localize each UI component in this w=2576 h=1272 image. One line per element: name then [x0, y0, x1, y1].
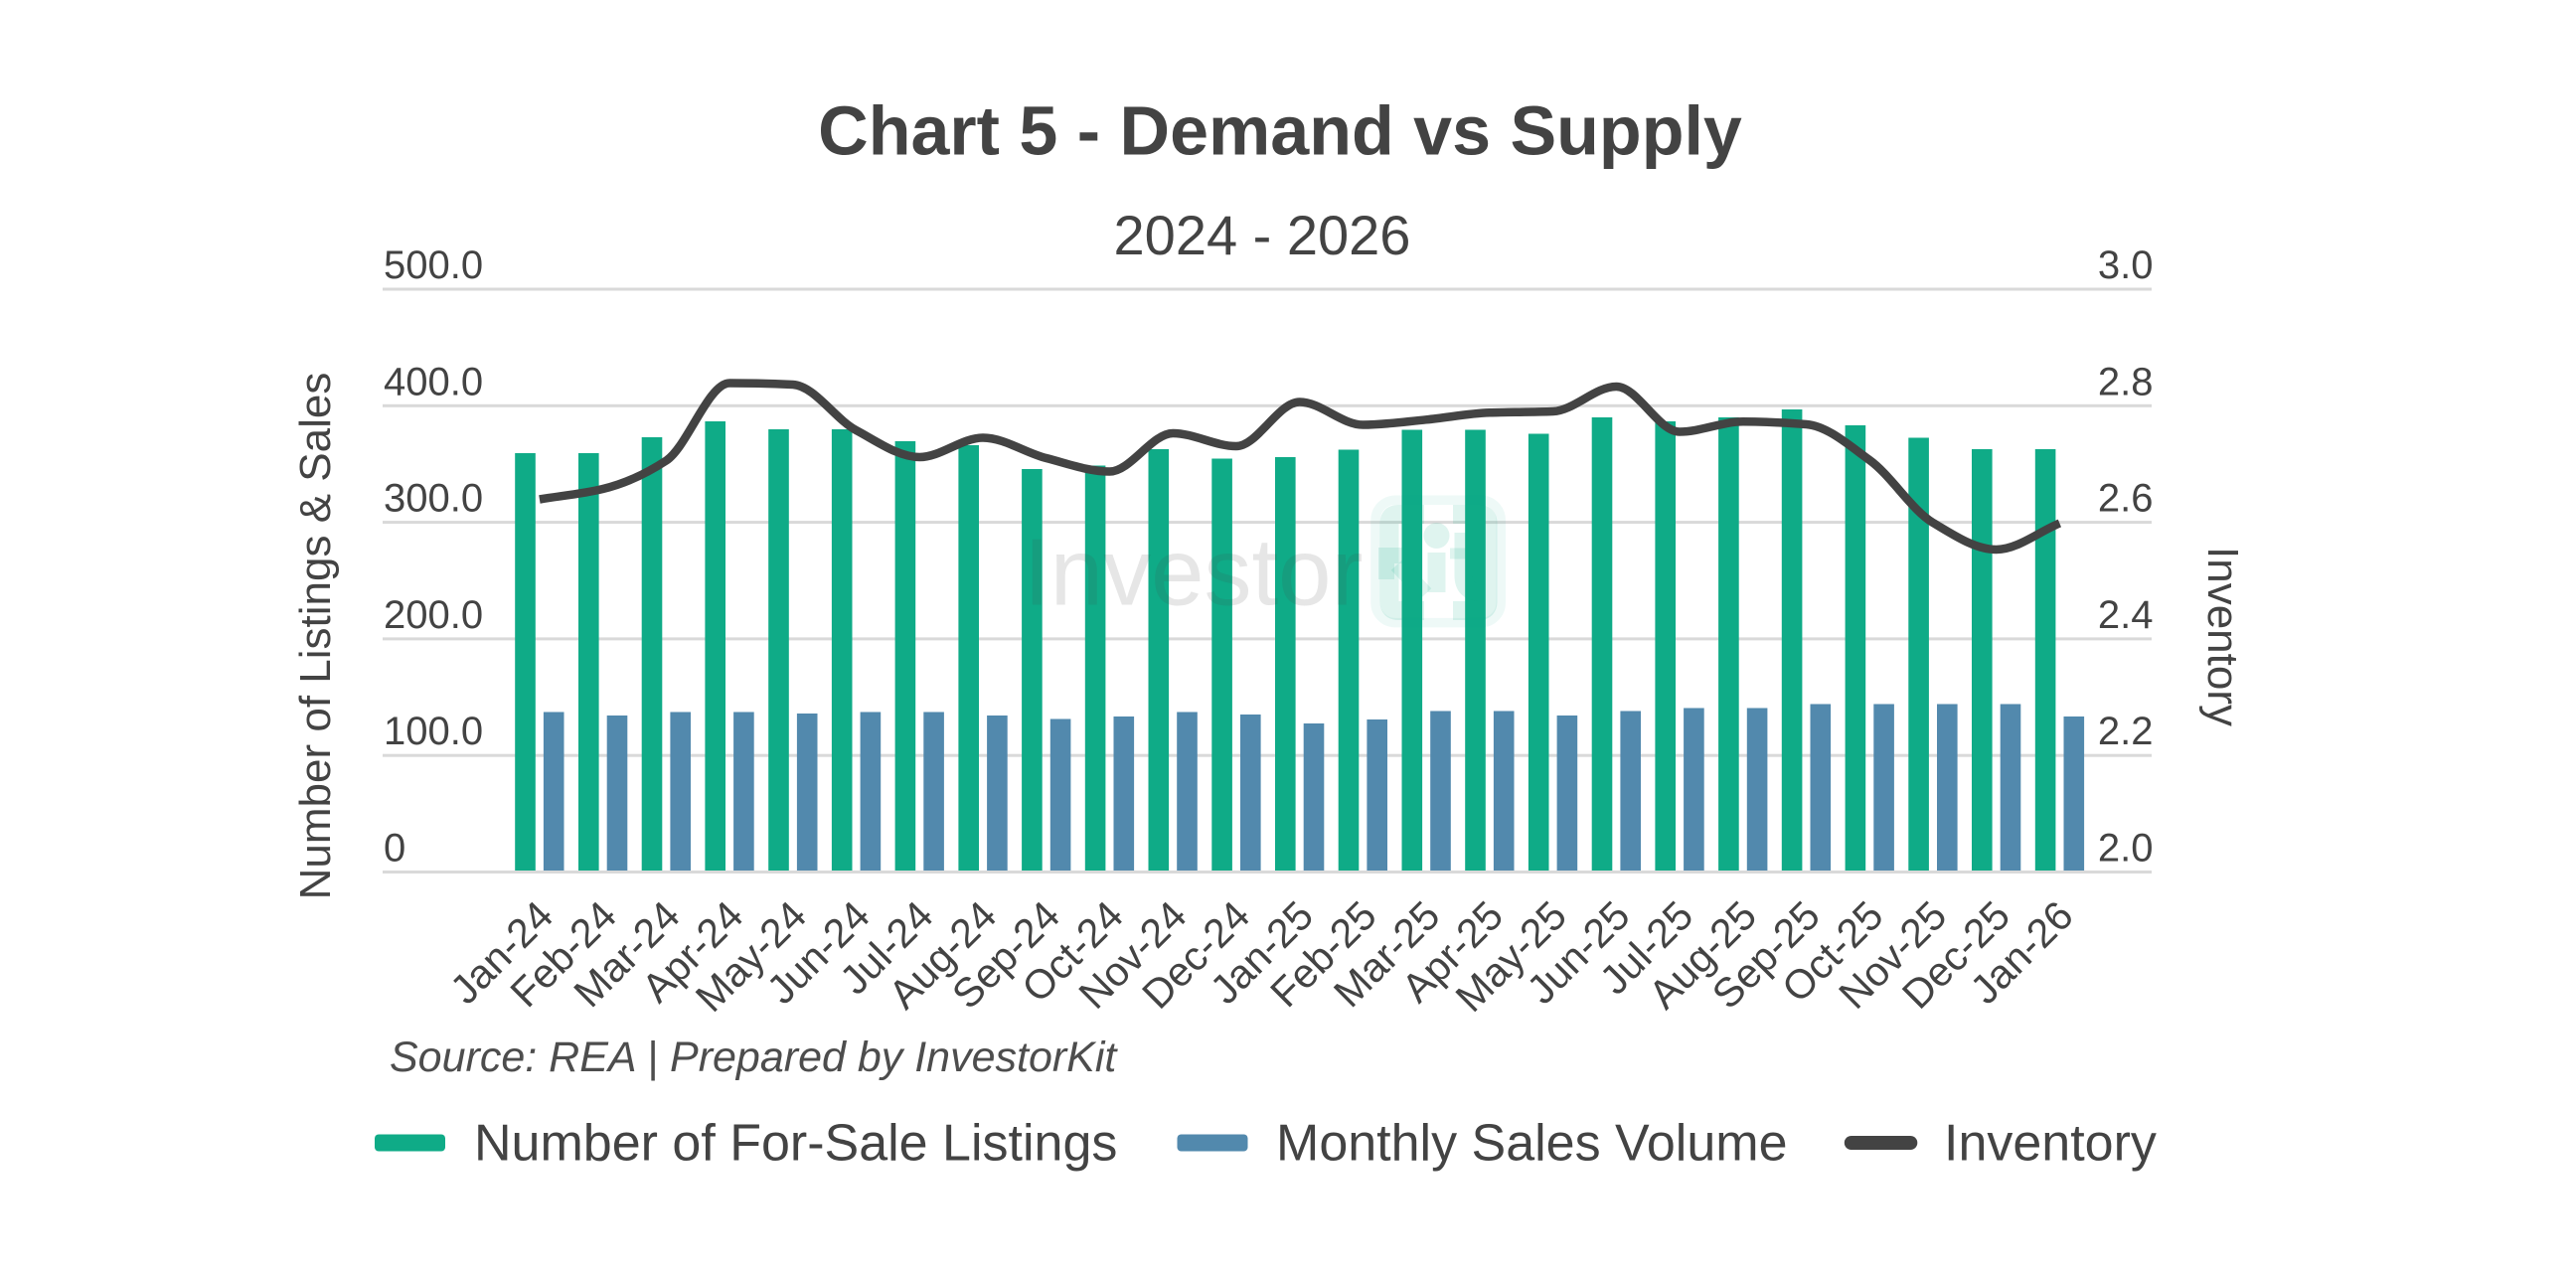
svg-text:2.2: 2.2: [2098, 710, 2154, 753]
svg-text:Number of Listings & Sales: Number of Listings & Sales: [291, 373, 340, 900]
svg-text:3.0: 3.0: [2098, 243, 2154, 287]
svg-text:Monthly Sales Volume: Monthly Sales Volume: [1276, 1115, 1788, 1173]
svg-text:2.4: 2.4: [2098, 593, 2154, 637]
svg-text:Chart 5 - Demand vs Supply: Chart 5 - Demand vs Supply: [818, 92, 1742, 170]
svg-text:0: 0: [384, 827, 405, 871]
svg-text:Inventory: Inventory: [1944, 1115, 2157, 1173]
svg-text:Source: REA | Prepared by Inve: Source: REA | Prepared by InvestorKit: [390, 1034, 1118, 1081]
svg-text:Number of For-Sale Listings: Number of For-Sale Listings: [474, 1115, 1117, 1173]
svg-text:2.8: 2.8: [2098, 360, 2154, 403]
svg-text:500.0: 500.0: [384, 243, 483, 287]
svg-text:Investor: Investor: [1024, 520, 1363, 626]
svg-text:400.0: 400.0: [384, 360, 483, 403]
svg-text:300.0: 300.0: [384, 477, 483, 521]
svg-text:2.6: 2.6: [2098, 477, 2154, 521]
svg-text:100.0: 100.0: [384, 710, 483, 753]
svg-text:2.0: 2.0: [2098, 827, 2154, 871]
svg-text:Inventory: Inventory: [2198, 547, 2247, 726]
svg-text:2024 - 2026: 2024 - 2026: [1114, 204, 1411, 266]
svg-text:200.0: 200.0: [384, 593, 483, 637]
